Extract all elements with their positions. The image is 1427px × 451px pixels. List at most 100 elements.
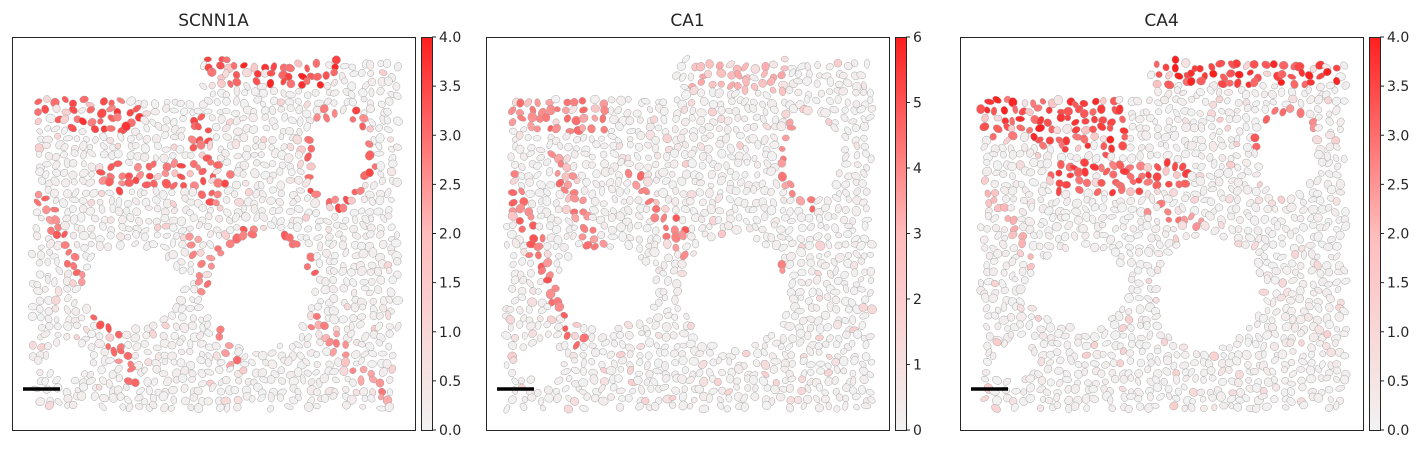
cell — [1264, 307, 1271, 315]
panel-3: CA4 0.0 0.5 1.0 1.5 2.0 2.5 3.0 3.5 4.0 — [960, 11, 1409, 439]
cell — [285, 126, 294, 136]
cell — [1101, 195, 1108, 203]
cell — [125, 159, 133, 166]
cell — [384, 188, 392, 198]
cell — [365, 150, 375, 161]
panel-2: CA1 0 1 2 3 4 5 6 — [486, 11, 922, 439]
cell — [160, 124, 170, 133]
cell — [250, 151, 258, 158]
cell — [976, 104, 986, 114]
cell — [1153, 60, 1160, 69]
cell — [331, 109, 338, 118]
cell — [751, 341, 759, 349]
cell — [861, 221, 869, 231]
cell — [368, 77, 377, 87]
cell — [68, 159, 78, 168]
cell — [89, 188, 99, 198]
cell — [1182, 232, 1190, 240]
cell — [535, 251, 542, 260]
cell — [312, 58, 321, 68]
cell — [839, 356, 849, 367]
cell — [366, 104, 375, 113]
cell — [283, 153, 294, 163]
cell — [99, 97, 108, 106]
cell — [815, 383, 824, 392]
cell — [1332, 64, 1341, 72]
cell — [347, 90, 356, 99]
cell — [285, 177, 295, 184]
cell — [387, 136, 394, 143]
cell — [671, 125, 679, 134]
cell — [294, 59, 303, 68]
cell — [215, 214, 224, 223]
colorbar-tick-label: 2.5 — [1387, 177, 1409, 193]
cell — [608, 167, 615, 175]
cell — [1147, 358, 1155, 367]
cell — [79, 168, 89, 178]
cell — [32, 208, 41, 217]
cell — [600, 142, 609, 150]
cell — [222, 133, 232, 141]
cell — [358, 68, 366, 77]
colorbar-tick-label: 3.5 — [439, 79, 461, 95]
cell — [1007, 204, 1015, 212]
cell — [292, 222, 302, 232]
cell — [1332, 360, 1342, 368]
cell — [559, 243, 569, 252]
cell — [241, 212, 251, 222]
cell — [394, 231, 400, 239]
cell — [533, 125, 541, 133]
cell — [248, 125, 259, 134]
cell — [313, 99, 324, 107]
cell — [771, 221, 778, 229]
cell — [87, 198, 96, 207]
cell — [69, 105, 78, 114]
cell — [294, 175, 303, 185]
cell — [51, 125, 60, 133]
cell — [131, 141, 140, 150]
cell — [79, 95, 89, 104]
cell — [1340, 352, 1349, 360]
cell — [187, 266, 194, 275]
cell — [188, 187, 197, 197]
cell — [150, 108, 160, 116]
cell — [506, 305, 515, 313]
cell — [50, 206, 60, 213]
cell — [578, 378, 589, 387]
cell — [1153, 348, 1162, 355]
cell — [227, 80, 234, 88]
cell — [1155, 71, 1163, 78]
cell — [304, 152, 312, 162]
cell — [150, 160, 157, 168]
cell — [365, 190, 375, 199]
cell — [614, 374, 623, 383]
cell — [37, 214, 45, 222]
cell — [208, 114, 216, 122]
cell — [240, 62, 248, 69]
cell — [233, 153, 243, 160]
cell — [515, 131, 524, 140]
cell — [383, 107, 392, 116]
cell — [171, 207, 179, 214]
cell — [132, 104, 142, 113]
cell — [54, 132, 61, 140]
cell — [608, 106, 614, 115]
panel-1: SCNN1A 0.0 0.5 1.0 1.5 2.0 2.5 3.0 3.5 4.0 — [12, 11, 461, 439]
cell — [193, 108, 203, 115]
cell — [994, 322, 1002, 331]
cell — [269, 105, 276, 115]
cell — [370, 181, 378, 190]
cell — [79, 140, 88, 151]
cell — [1171, 63, 1179, 73]
cell — [341, 77, 348, 85]
cell — [240, 205, 248, 213]
cell — [126, 96, 136, 106]
cell — [536, 334, 544, 342]
cell — [105, 125, 116, 132]
cell — [378, 176, 386, 185]
colorbar-tick-label: 1.5 — [439, 276, 461, 292]
cell — [44, 125, 52, 132]
cell — [153, 231, 161, 239]
cell — [816, 367, 825, 375]
cell — [386, 267, 393, 275]
